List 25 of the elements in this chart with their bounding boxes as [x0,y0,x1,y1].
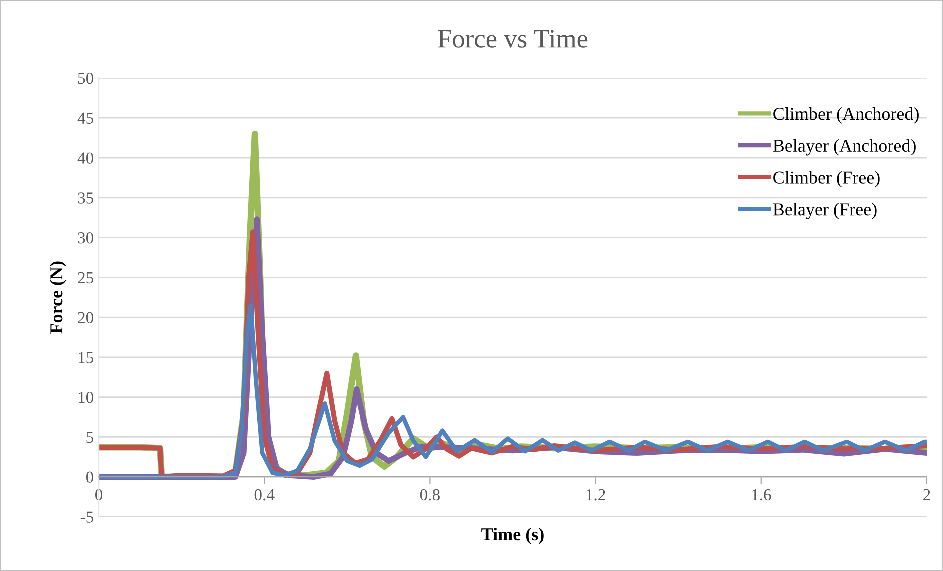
y-tick-label: 45 [78,112,94,124]
x-tick-label: 1.6 [752,489,772,501]
y-tick-label: 50 [78,72,94,84]
y-tick-label: 40 [78,152,94,164]
y-tick-label: -5 [80,512,94,523]
legend-label: Climber (Anchored) [774,107,919,124]
legend-label: Belayer (Free) [773,203,877,220]
legend-label: Belayer (Anchored) [773,139,916,156]
y-tick-label: 20 [78,312,94,324]
y-tick-label: 35 [78,192,94,204]
chart-title: Force vs Time [438,30,588,48]
x-axis-title: Time (s) [482,528,544,544]
x-tick-label: 0 [95,489,103,501]
x-tick-label: 0.4 [254,489,275,501]
legend-label: Climber (Free) [774,171,880,188]
x-tick-label: 1.2 [586,489,606,501]
y-tick-label: 15 [78,352,94,364]
y-tick-label: 25 [78,272,94,284]
y-tick-label: 0 [86,472,94,484]
y-tick-label: 5 [86,432,94,444]
y-tick-label: 10 [78,392,94,404]
x-tick-label: 2 [924,489,930,500]
y-tick-label: 30 [78,232,94,244]
y-axis-title: Force (N) [50,262,66,334]
x-tick-label: 0.8 [420,489,440,501]
